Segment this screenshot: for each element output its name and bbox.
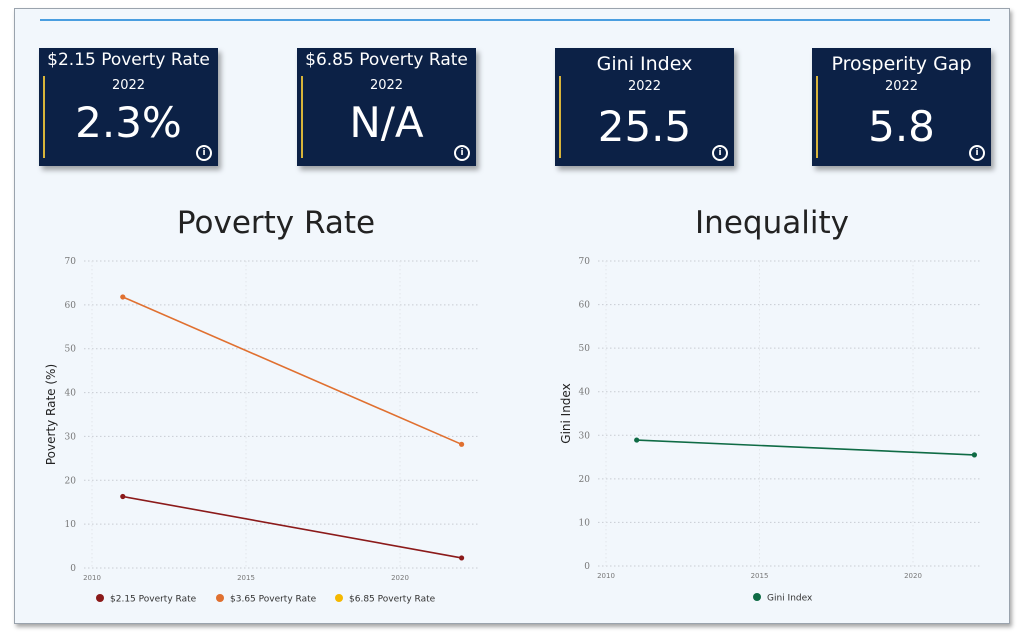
card-accent-bar <box>559 76 561 158</box>
legend-marker <box>96 594 104 602</box>
y-tick-label: 20 <box>65 476 77 486</box>
data-point <box>971 452 978 458</box>
legend-marker <box>753 593 761 601</box>
poverty-chart-title: Poverty Rate <box>176 205 376 241</box>
y-tick-label: 50 <box>65 345 77 355</box>
data-point <box>634 437 640 443</box>
y-tick-label: 40 <box>579 388 591 398</box>
legend-label[interactable]: $6.85 Poverty Rate <box>349 595 436 605</box>
data-point <box>120 294 126 300</box>
info-icon[interactable]: i <box>196 145 212 161</box>
y-tick-label: 30 <box>65 432 77 442</box>
y-tick-label: 10 <box>579 518 591 528</box>
card-year: 2022 <box>627 79 662 94</box>
data-point <box>120 493 126 500</box>
info-icon[interactable]: i <box>712 145 728 161</box>
y-tick-label: 0 <box>584 562 590 572</box>
card-year: 2022 <box>884 79 919 94</box>
legend-marker <box>216 594 224 602</box>
legend-label[interactable]: Gini Index <box>767 594 813 604</box>
data-point <box>459 441 465 447</box>
card-year: 2022 <box>111 78 146 93</box>
card-value: 5.8 <box>868 102 935 151</box>
legend-marker <box>335 594 343 602</box>
legend-label[interactable]: $2.15 Poverty Rate <box>110 595 197 605</box>
y-tick-label: 20 <box>579 475 591 485</box>
x-tick-label: 2010 <box>597 572 615 580</box>
y-tick-label: 60 <box>579 301 591 311</box>
y-tick-label: 70 <box>65 257 77 267</box>
info-icon[interactable]: i <box>454 145 470 161</box>
data-point <box>459 555 465 561</box>
kpi-card-prosperity-gap: Prosperity Gap 2022 5.8 i <box>812 48 991 166</box>
kpi-card-215-poverty: $2.15 Poverty Rate 2022 2.3% i <box>39 48 218 166</box>
card-value: N/A <box>349 98 424 147</box>
x-tick-label: 2015 <box>237 574 255 582</box>
x-tick-label: 2010 <box>83 574 101 582</box>
card-accent-bar <box>301 76 303 158</box>
y-tick-label: 70 <box>579 257 591 267</box>
y-tick-label: 50 <box>579 344 591 354</box>
card-title: Prosperity Gap <box>831 53 972 75</box>
card-title: $2.15 Poverty Rate <box>47 50 210 70</box>
y-tick-label: 30 <box>579 431 591 441</box>
card-title: $6.85 Poverty Rate <box>305 50 468 70</box>
y-axis-label: Gini Index <box>559 383 573 443</box>
card-value: 2.3% <box>75 98 182 147</box>
series-line <box>636 439 975 456</box>
series-line <box>122 296 462 446</box>
y-axis-label: Poverty Rate (%) <box>44 364 58 465</box>
x-tick-label: 2020 <box>904 572 922 580</box>
y-tick-label: 10 <box>65 520 77 530</box>
series-line <box>122 495 462 559</box>
card-accent-bar <box>816 76 818 158</box>
header-divider <box>40 19 990 21</box>
x-tick-label: 2015 <box>751 572 769 580</box>
card-value: 25.5 <box>597 102 692 151</box>
x-tick-label: 2020 <box>391 574 409 582</box>
legend-label[interactable]: $3.65 Poverty Rate <box>230 595 317 605</box>
y-tick-label: 40 <box>65 389 77 399</box>
y-tick-label: 0 <box>70 564 76 574</box>
kpi-card-gini: Gini Index 2022 25.5 i <box>555 48 734 166</box>
inequality-chart-title: Inequality <box>695 205 849 241</box>
info-icon[interactable]: i <box>969 145 985 161</box>
y-tick-label: 60 <box>65 301 77 311</box>
kpi-card-685-poverty: $6.85 Poverty Rate 2022 N/A i <box>297 48 476 166</box>
card-year: 2022 <box>369 78 404 93</box>
card-title: Gini Index <box>596 53 693 75</box>
card-accent-bar <box>43 76 45 158</box>
